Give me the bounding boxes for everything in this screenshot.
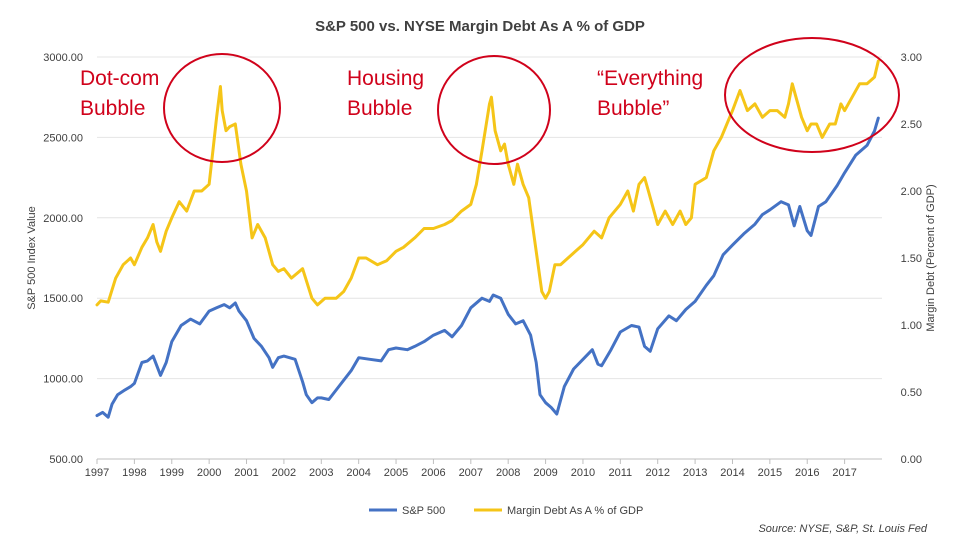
annotation-dotcom-bubble-line: Dot-com — [80, 67, 159, 90]
x-tick-label: 2012 — [645, 467, 669, 479]
annotation-dotcom-bubble: Dot-com Bubble — [80, 67, 159, 120]
x-tick-label: 2003 — [309, 467, 333, 479]
annotation-everything-bubble: “Everything Bubble” — [597, 67, 703, 120]
x-tick-label: 2001 — [234, 467, 258, 479]
everything-bubble-circle — [724, 37, 900, 153]
annotation-housing-bubble-line: Bubble — [347, 97, 412, 120]
x-tick-label: 2005 — [384, 467, 408, 479]
y-tick-label-right: 1.50 — [901, 253, 922, 265]
x-tick-label: 2007 — [459, 467, 483, 479]
y-tick-label-left: 2000.00 — [43, 213, 83, 225]
series-line-margin-debt — [95, 59, 880, 307]
x-tick-label: 2008 — [496, 467, 520, 479]
x-tick-label: 2011 — [609, 467, 633, 479]
y-tick-label-left: 1000.00 — [43, 374, 83, 386]
y-tick-label-left: 1500.00 — [43, 293, 83, 305]
y-tick-label-right: 0.50 — [901, 387, 922, 399]
x-tick-label: 2016 — [795, 467, 819, 479]
x-tick-label: 2006 — [421, 467, 445, 479]
axis-layer: 500.00 1000.00 1500.00 2000.00 2500.00 3000.0… — [43, 52, 922, 479]
legend-label-margin: Margin Debt As A % of GDP — [507, 505, 643, 517]
annotation-housing-bubble: Housing Bubble — [347, 67, 424, 120]
dotcom-bubble-circle — [163, 53, 281, 163]
x-tick-label: 2010 — [571, 467, 595, 479]
y-tick-label-right: 2.50 — [901, 119, 922, 131]
y-tick-label-left: 500.00 — [49, 454, 83, 466]
source-note: Source: NYSE, S&P, St. Louis Fed — [758, 523, 927, 535]
y-axis-title-left: S&P 500 Index Value — [26, 206, 38, 310]
series-line-sp500 — [95, 116, 880, 419]
annotation-everything-bubble-line: Bubble” — [597, 97, 669, 120]
chart-title: S&P 500 vs. NYSE Margin Debt As A % of G… — [315, 18, 645, 35]
x-tick-label: 2009 — [533, 467, 557, 479]
y-tick-label-left: 2500.00 — [43, 132, 83, 144]
x-tick-label: 2002 — [272, 467, 296, 479]
x-tick-label: 2017 — [832, 467, 856, 479]
legend-label-sp500: S&P 500 — [402, 505, 445, 517]
y-tick-label-right: 1.00 — [901, 320, 922, 332]
y-tick-label-right: 0.00 — [901, 454, 922, 466]
y-axis-title-right: Margin Debt (Percent of GDP) — [925, 184, 937, 331]
y-tick-label-right: 3.00 — [901, 52, 922, 64]
series-layer — [95, 59, 880, 419]
x-tick-label: 2014 — [720, 467, 744, 479]
legend: S&P 500 Margin Debt As A % of GDP — [369, 505, 643, 517]
x-tick-label: 1997 — [85, 467, 109, 479]
y-tick-label-right: 2.00 — [901, 186, 922, 198]
x-tick-label: 2015 — [758, 467, 782, 479]
y-tick-label-left: 3000.00 — [43, 52, 83, 64]
grid-layer — [97, 56, 882, 380]
housing-bubble-circle — [437, 55, 551, 165]
x-tick-label: 2013 — [683, 467, 707, 479]
annotation-dotcom-bubble-line: Bubble — [80, 97, 145, 120]
x-tick-label: 2004 — [346, 467, 370, 479]
x-tick-label: 1998 — [122, 467, 146, 479]
annotation-everything-bubble-line: “Everything — [597, 67, 703, 90]
x-tick-label: 2000 — [197, 467, 221, 479]
annotation-housing-bubble-line: Housing — [347, 67, 424, 90]
x-tick-label: 1999 — [160, 467, 184, 479]
annotation-layer: Dot-com Bubble Housing Bubble “Everything Bub… — [80, 37, 900, 165]
